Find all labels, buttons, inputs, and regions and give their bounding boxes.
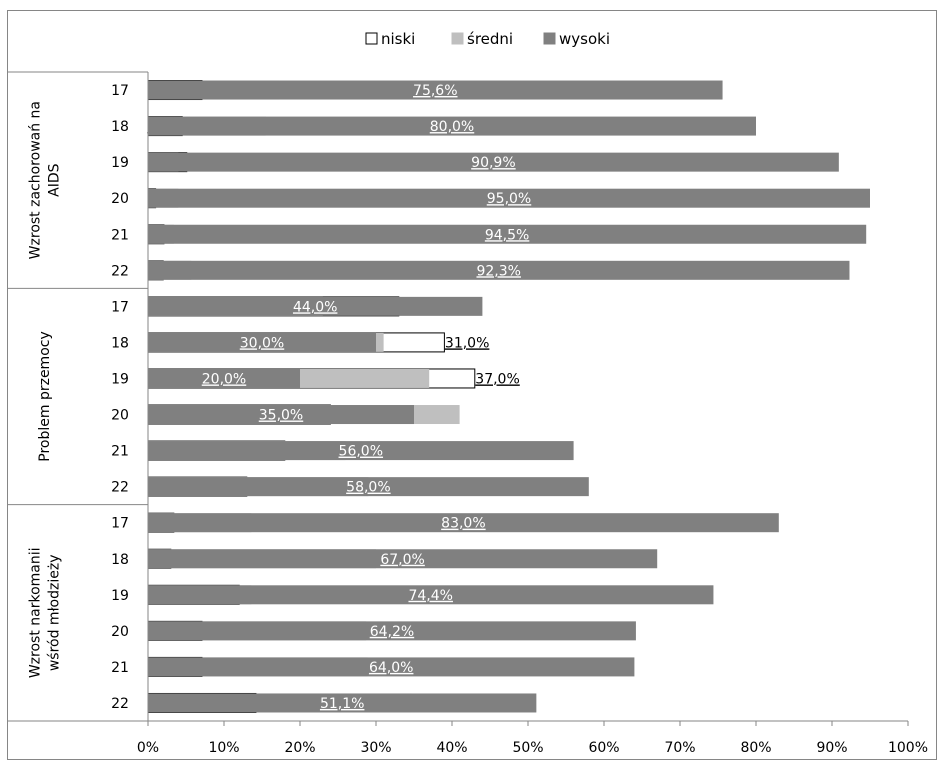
data-label: 95,0% <box>487 191 531 207</box>
category-label: 20 <box>111 624 129 640</box>
bar-segment-wysoki <box>148 116 756 136</box>
group-label: Problem przemocy <box>37 331 53 461</box>
bar-segment-wysoki <box>148 441 574 461</box>
category-label: 18 <box>111 335 129 351</box>
data-label: 75,6% <box>413 83 457 99</box>
category-label: 17 <box>111 83 129 99</box>
data-label: 64,0% <box>369 660 413 676</box>
data-label: 30,0% <box>240 335 284 351</box>
category-label: 18 <box>111 119 129 135</box>
category-label: 21 <box>111 444 129 460</box>
category-label: 20 <box>111 191 129 207</box>
data-label: 51,1% <box>320 696 364 712</box>
data-label: 80,0% <box>430 119 474 135</box>
category-label: 17 <box>111 299 129 315</box>
data-label: 56,0% <box>339 444 383 460</box>
legend-swatch-3 <box>543 32 556 45</box>
bar-segment-wysoki <box>148 549 658 569</box>
x-tick-label: 30% <box>360 740 391 756</box>
bar-segment-wysoki <box>148 188 870 208</box>
x-tick-label: 60% <box>588 740 619 756</box>
bar-segment-wysoki <box>148 368 300 388</box>
category-label: 22 <box>111 480 129 496</box>
x-tick-label: 80% <box>740 740 771 756</box>
category-label: 21 <box>111 660 129 676</box>
bar-segment-wysoki <box>148 693 537 713</box>
group-label: Wzrost zachorowań na <box>28 101 44 259</box>
data-label: 94,5% <box>485 227 529 243</box>
bar-segment-wysoki <box>148 513 779 533</box>
bar-segment-wysoki <box>148 224 867 244</box>
bar-segment-wysoki <box>148 260 850 280</box>
data-label: 83,0% <box>441 516 485 532</box>
data-label: 67,0% <box>380 552 424 568</box>
data-label: 64,2% <box>370 624 414 640</box>
category-label: 19 <box>111 371 129 387</box>
bar-segment-wysoki <box>148 332 376 352</box>
x-tick-label: 20% <box>284 740 315 756</box>
bar-segment-wysoki <box>148 477 589 497</box>
group-label: wśród młodzieży <box>47 555 63 672</box>
x-tick-label: 0% <box>137 740 159 756</box>
category-label: 19 <box>111 155 129 171</box>
group-label: AIDS <box>47 163 63 196</box>
data-label: 90,9% <box>471 155 515 171</box>
bar-segment-wysoki <box>148 152 839 172</box>
x-tick-label: 50% <box>512 740 543 756</box>
category-label: 20 <box>111 408 129 424</box>
bar-segment-wysoki <box>148 621 636 641</box>
data-label: 20,0% <box>202 371 246 387</box>
category-label: 19 <box>111 588 129 604</box>
category-label: 22 <box>111 263 129 279</box>
data-label: 31,0% <box>445 335 489 351</box>
x-tick-label: 100% <box>888 740 928 756</box>
x-tick-label: 10% <box>208 740 239 756</box>
category-label: 18 <box>111 552 129 568</box>
data-label: 37,0% <box>475 371 519 387</box>
bar-segment-wysoki <box>148 585 714 605</box>
bar-segment-wysoki <box>148 80 723 100</box>
legend-label-3: wysoki <box>559 30 610 48</box>
category-label: 22 <box>111 696 129 712</box>
legend-label-1: niski <box>381 30 415 48</box>
data-label: 92,3% <box>476 263 520 279</box>
x-tick-label: 70% <box>664 740 695 756</box>
category-label: 21 <box>111 227 129 243</box>
x-tick-label: 90% <box>816 740 847 756</box>
category-label: 17 <box>111 516 129 532</box>
data-label: 35,0% <box>259 408 303 424</box>
data-label: 44,0% <box>293 299 337 315</box>
x-tick-label: 40% <box>436 740 467 756</box>
legend-swatch-2 <box>451 32 464 45</box>
legend-swatch-1 <box>365 32 378 45</box>
bar-segment-wysoki <box>148 657 635 677</box>
bar-segment-wysoki <box>148 405 414 425</box>
data-label: 58,0% <box>346 480 390 496</box>
bar-segment-wysoki <box>148 296 483 316</box>
group-label: Wzrost narkomanii <box>28 547 44 678</box>
data-label: 74,4% <box>408 588 452 604</box>
legend-label-2: średni <box>467 30 513 48</box>
